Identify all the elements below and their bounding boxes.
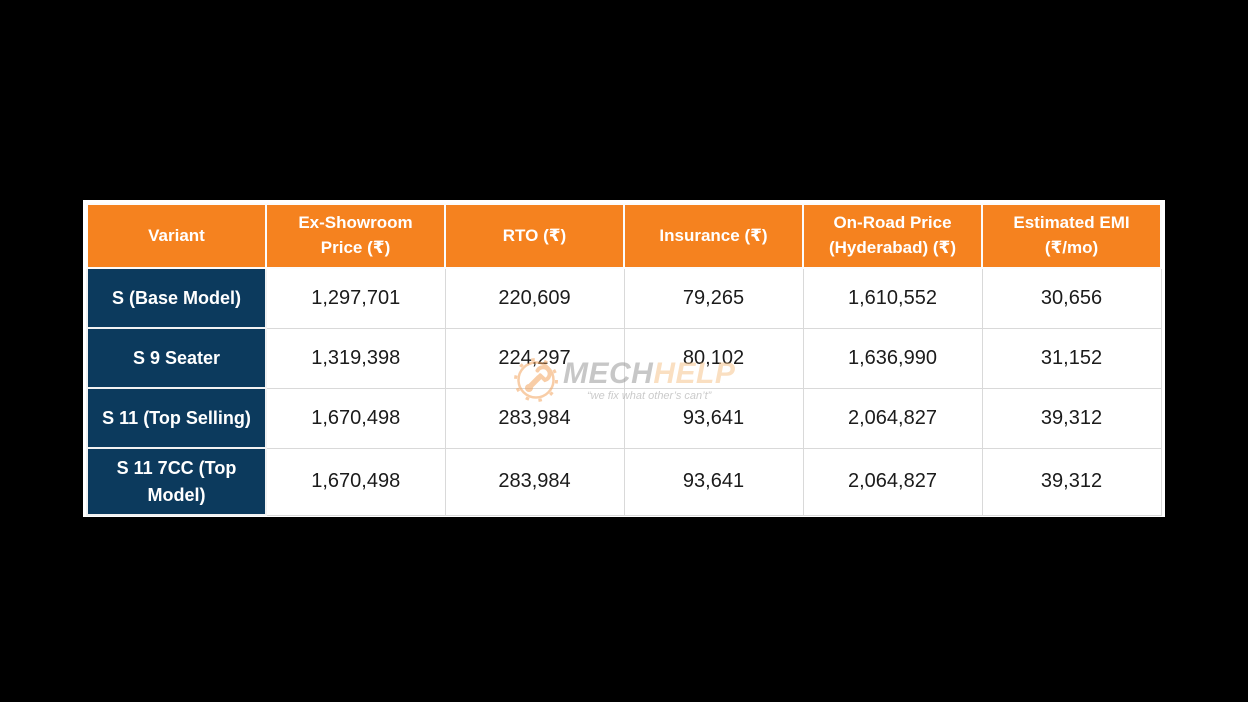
- on-road-value: 1,610,552: [802, 267, 983, 329]
- header-cell-emi: Estimated EMI (₹/mo): [981, 203, 1162, 269]
- insurance-value: 93,641: [623, 447, 804, 516]
- variant-cell: S (Base Model): [86, 267, 267, 329]
- emi-value: 39,312: [981, 387, 1162, 449]
- table-row: S 11 7CC (Top Model) 1,670,498 283,984 9…: [86, 447, 1162, 516]
- ex-showroom-value: 1,319,398: [265, 327, 446, 389]
- rto-value: 283,984: [444, 387, 625, 449]
- on-road-value: 2,064,827: [802, 387, 983, 449]
- variant-cell: S 11 7CC (Top Model): [86, 447, 267, 516]
- insurance-value: 79,265: [623, 267, 804, 329]
- header-cell-ex-showroom: Ex-Showroom Price (₹): [265, 203, 446, 269]
- on-road-value: 1,636,990: [802, 327, 983, 389]
- ex-showroom-value: 1,297,701: [265, 267, 446, 329]
- variant-cell: S 11 (Top Selling): [86, 387, 267, 449]
- table-row: S (Base Model) 1,297,701 220,609 79,265 …: [86, 267, 1162, 329]
- header-cell-on-road: On-Road Price (Hyderabad) (₹): [802, 203, 983, 269]
- ex-showroom-value: 1,670,498: [265, 387, 446, 449]
- insurance-value: 80,102: [623, 327, 804, 389]
- variant-cell: S 9 Seater: [86, 327, 267, 389]
- rto-value: 283,984: [444, 447, 625, 516]
- emi-value: 39,312: [981, 447, 1162, 516]
- rto-value: 224,297: [444, 327, 625, 389]
- emi-value: 31,152: [981, 327, 1162, 389]
- ex-showroom-value: 1,670,498: [265, 447, 446, 516]
- header-row: Variant Ex-Showroom Price (₹) RTO (₹) In…: [86, 203, 1162, 269]
- rto-value: 220,609: [444, 267, 625, 329]
- emi-value: 30,656: [981, 267, 1162, 329]
- header-cell-variant: Variant: [86, 203, 267, 269]
- price-table-container: Variant Ex-Showroom Price (₹) RTO (₹) In…: [83, 200, 1165, 517]
- price-table: Variant Ex-Showroom Price (₹) RTO (₹) In…: [86, 203, 1162, 516]
- header-cell-rto: RTO (₹): [444, 203, 625, 269]
- header-cell-insurance: Insurance (₹): [623, 203, 804, 269]
- table-body: S (Base Model) 1,297,701 220,609 79,265 …: [86, 267, 1162, 516]
- insurance-value: 93,641: [623, 387, 804, 449]
- table-row: S 11 (Top Selling) 1,670,498 283,984 93,…: [86, 387, 1162, 449]
- on-road-value: 2,064,827: [802, 447, 983, 516]
- table-header: Variant Ex-Showroom Price (₹) RTO (₹) In…: [86, 203, 1162, 269]
- table-row: S 9 Seater 1,319,398 224,297 80,102 1,63…: [86, 327, 1162, 389]
